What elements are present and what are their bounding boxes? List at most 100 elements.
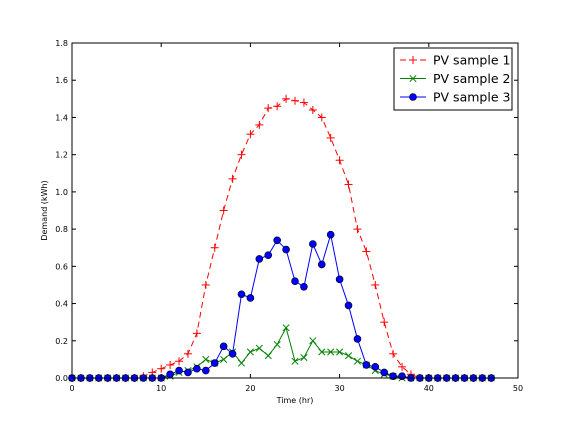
series-1-point xyxy=(371,280,380,289)
y-tick-label: 1.0 xyxy=(55,188,68,197)
series-2-point xyxy=(353,357,361,365)
tick-layer: 0 10 20 30 40 50 0.0 0.2 0.4 0.6 0.8 1.0 1.2 1.4 1.6 1.… xyxy=(55,39,523,393)
series-3-point xyxy=(202,366,210,375)
series-3-point xyxy=(166,370,174,379)
series-1-point xyxy=(335,156,344,165)
series-1-point xyxy=(166,360,175,369)
series-3-point xyxy=(237,290,246,299)
legend: PV sample 1 PV sample 2 PV sample 3 xyxy=(393,47,513,111)
series-3-point xyxy=(371,363,380,371)
series-2-point-b xyxy=(264,352,272,360)
y-tick-label: 0.0 xyxy=(55,374,68,383)
series-2-point xyxy=(220,355,228,363)
legend-item-3: PV sample 3 xyxy=(400,90,510,105)
legend-item-2: PV sample 2 xyxy=(400,71,510,86)
series-3-point xyxy=(282,245,290,254)
series-2-point xyxy=(282,324,290,332)
legend-marker xyxy=(409,74,417,83)
x-tick-label: 50 xyxy=(513,384,523,393)
series-2-point-b xyxy=(255,344,263,352)
series-1-point xyxy=(264,104,273,113)
series-2-point xyxy=(264,352,272,360)
series-1-point xyxy=(219,206,228,215)
x-tick-label: 30 xyxy=(335,384,345,393)
series-2-point-b xyxy=(344,352,353,360)
x-tick-label: 0 xyxy=(69,384,74,393)
series-3-point xyxy=(389,372,397,380)
y-tick-label: 1.6 xyxy=(55,76,68,85)
series-1-point xyxy=(201,280,210,289)
y-axis-label: Demand (kWh) xyxy=(40,180,49,240)
series-3-point xyxy=(264,251,273,259)
series-2-point xyxy=(237,359,246,367)
series-1-point xyxy=(299,98,308,107)
series-3-point xyxy=(353,335,362,343)
y-tick-label: 1.4 xyxy=(55,113,68,122)
legend-marker-b xyxy=(409,74,417,83)
series-2-point xyxy=(202,355,210,363)
y-tick-label: 1.8 xyxy=(55,39,68,48)
legend-item-1: PV sample 1 xyxy=(400,53,510,68)
x-tick-label: 20 xyxy=(245,384,255,393)
series-2-point-b xyxy=(202,355,210,363)
series-3-point xyxy=(184,368,192,377)
series-2-point xyxy=(246,348,254,356)
series-1-point xyxy=(326,133,335,142)
series-3-point xyxy=(273,236,281,245)
legend-label: PV sample 2 xyxy=(433,71,510,86)
x-tick-label: 10 xyxy=(156,384,166,393)
y-tick-label: 0.2 xyxy=(55,337,68,346)
series-2-point xyxy=(291,357,299,365)
series-3-point xyxy=(291,277,299,286)
series-2-point-b xyxy=(300,353,308,362)
legend-label: PV sample 3 xyxy=(433,90,510,105)
series-2-point-b xyxy=(282,324,290,332)
plot-frame xyxy=(71,42,519,379)
series-3-point xyxy=(362,361,371,369)
series-1-point xyxy=(237,150,246,159)
series-2-point xyxy=(327,348,335,356)
series-3-point xyxy=(398,372,406,380)
series-2-point-b xyxy=(273,340,281,349)
series-3-point xyxy=(317,260,326,269)
legend-marker xyxy=(409,56,417,64)
series-2-point-b xyxy=(336,348,344,356)
series-3-point xyxy=(219,342,228,351)
legend-items: PV sample 1 PV sample 2 PV sample 3 xyxy=(400,53,510,105)
series-2-point-b xyxy=(246,348,254,356)
series-2-point xyxy=(318,348,326,356)
series-2-point-b xyxy=(309,337,317,345)
series-1-point xyxy=(389,349,398,358)
series-1-point xyxy=(353,225,362,234)
series-1-point xyxy=(246,130,255,139)
series-1-point xyxy=(317,113,326,122)
y-tick-label: 1.2 xyxy=(55,151,68,160)
series-1-point xyxy=(157,364,166,373)
series-3-point xyxy=(335,275,344,284)
series-1-point xyxy=(228,174,237,183)
x-tick-label: 40 xyxy=(424,384,434,393)
series-1-point xyxy=(282,94,291,103)
series-1-point xyxy=(210,243,219,252)
series-1-point xyxy=(273,102,282,111)
series-2-point-b xyxy=(327,348,335,356)
series-3-point xyxy=(175,366,183,375)
series-2-point xyxy=(255,344,263,352)
y-tick-label: 0.8 xyxy=(55,225,68,234)
series-2-point xyxy=(344,352,353,360)
series-1-point xyxy=(175,357,184,366)
series-2-point xyxy=(336,348,344,356)
series-3-point xyxy=(326,230,335,239)
series-3-point xyxy=(300,283,308,291)
series-1-point xyxy=(308,106,317,114)
series-2-point-b xyxy=(318,348,326,356)
series-2-point-b xyxy=(220,355,228,363)
series-1-point xyxy=(344,180,353,189)
series-2-point-b xyxy=(237,359,246,367)
legend-marker xyxy=(409,93,417,101)
series-3-point xyxy=(380,368,389,377)
series-2-point xyxy=(273,340,281,349)
y-tick-label: 0.6 xyxy=(55,262,68,271)
series-2-point xyxy=(300,353,308,362)
